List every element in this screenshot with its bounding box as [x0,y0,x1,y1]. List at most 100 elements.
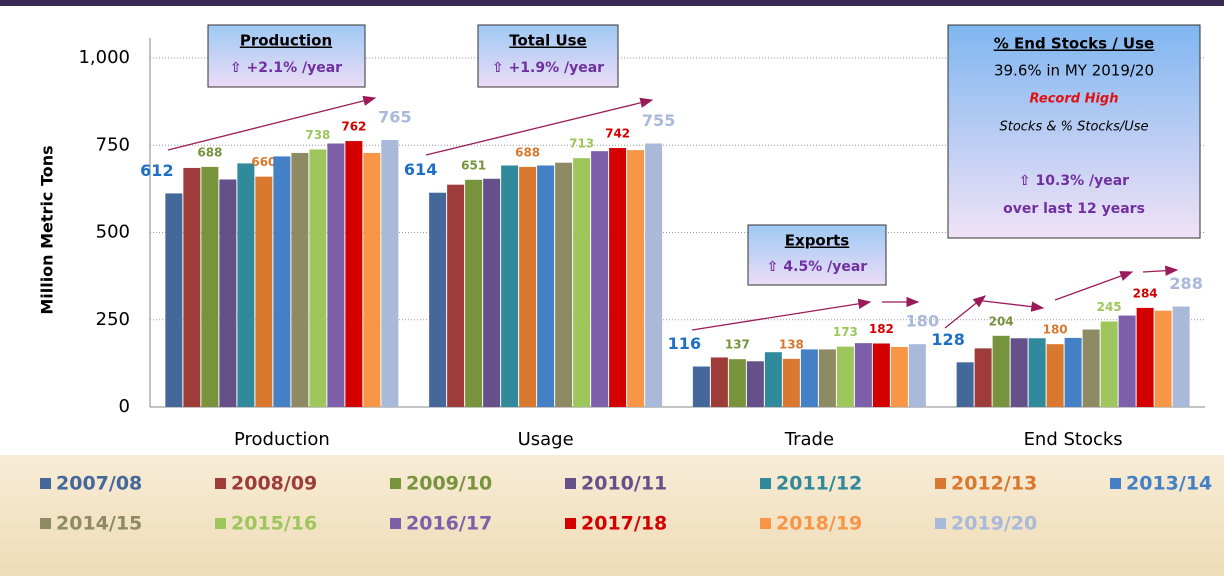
legend-swatch [1110,478,1121,489]
bar [609,148,627,408]
bar [908,344,926,407]
legend-swatch [565,518,576,529]
data-label: 173 [833,325,858,339]
bar [165,193,183,407]
annotation-rate: ⇧ 4.5% /year [767,259,867,275]
legend-background [0,455,1224,576]
bar [363,152,381,407]
bar [1028,338,1046,407]
y-tick-label: 500 [96,222,130,243]
annotation-rate: ⇧ +1.9% /year [492,60,604,76]
annotation-box [477,24,619,88]
bar [746,361,764,407]
bar [692,366,710,407]
bar [1010,338,1028,407]
bar [219,179,237,407]
bar [555,162,573,407]
legend-label: 2012/13 [951,473,1037,495]
legend-label: 2018/19 [776,513,862,535]
data-label: 738 [305,128,330,142]
data-label: 762 [341,120,366,134]
data-label: 138 [779,337,804,351]
annotation-end-stocks: % End Stocks / Use 39.6% in MY 2019/20 R… [947,24,1201,239]
bar [237,163,255,407]
data-label: 288 [1169,274,1202,293]
y-tick-label: 250 [96,309,130,330]
bar [800,349,818,407]
legend-label: 2008/09 [231,473,317,495]
bar [854,343,872,407]
bar [890,346,908,407]
bar [201,166,219,407]
bar [447,184,465,407]
annotation-title: % End Stocks / Use [994,35,1154,53]
bar [645,143,663,407]
data-label: 688 [197,145,222,159]
bar [627,150,645,408]
data-label: 765 [378,108,411,127]
x-tick-label: Trade [784,429,834,450]
data-label: 713 [569,137,594,151]
bar [1136,307,1154,407]
x-tick-label: Usage [518,429,574,450]
legend-swatch [760,518,771,529]
annotation-title: Production [240,32,332,50]
bar [782,358,800,407]
legend-label: 2019/20 [951,513,1037,535]
bar [255,176,273,407]
bar [1118,315,1136,407]
bar [1100,321,1118,407]
annotation-rate: over last 12 years [1003,201,1145,217]
data-label: 755 [642,111,675,130]
bar [1154,310,1172,407]
y-axis-title: Million Metric Tons [38,145,57,314]
bar [956,362,974,407]
legend-swatch [935,478,946,489]
bar [465,179,483,407]
y-tick-label: 1,000 [78,47,130,68]
bar [483,178,501,407]
legend-label: 2016/17 [406,513,492,535]
annotation-title: Exports [785,232,850,250]
bar [345,141,363,407]
bar [974,348,992,407]
legend-label: 2013/14 [1126,473,1212,495]
bar [291,152,309,407]
annotation-text: 39.6% in MY 2019/20 [994,62,1154,80]
legend-swatch [390,518,401,529]
legend-swatch [760,478,771,489]
annotation-production: Production ⇧ +2.1% /year [207,24,366,88]
top-bar [0,0,1224,6]
bar [309,149,327,408]
data-label: 742 [605,127,630,141]
legend-label: 2014/15 [56,513,142,535]
bar [591,151,609,407]
data-label: 284 [1133,286,1158,300]
x-tick-label: End Stocks [1024,429,1123,450]
annotation-box [947,24,1201,239]
legend-label: 2007/08 [56,473,142,495]
bar [273,156,291,407]
annotation-box [747,224,887,286]
data-label: 180 [1043,323,1068,337]
bar [537,165,555,407]
legend-label: 2017/18 [581,513,667,535]
bar [573,158,591,407]
trend-arrows [167,95,1179,331]
data-label: 688 [515,145,540,159]
legend-swatch [390,478,401,489]
bar [501,165,519,407]
data-label: 614 [404,160,437,179]
bar [327,143,345,407]
legend-label: 2011/12 [776,473,862,495]
data-label: 651 [461,158,486,172]
annotation-title: Total Use [509,32,586,50]
legend-label: 2010/11 [581,473,667,495]
data-label: 128 [931,330,964,349]
bar [728,359,746,407]
bar [1082,329,1100,407]
legend-swatch [215,478,226,489]
legend-label: 2009/10 [406,473,492,495]
annotation-exports: Exports ⇧ 4.5% /year [747,224,887,286]
